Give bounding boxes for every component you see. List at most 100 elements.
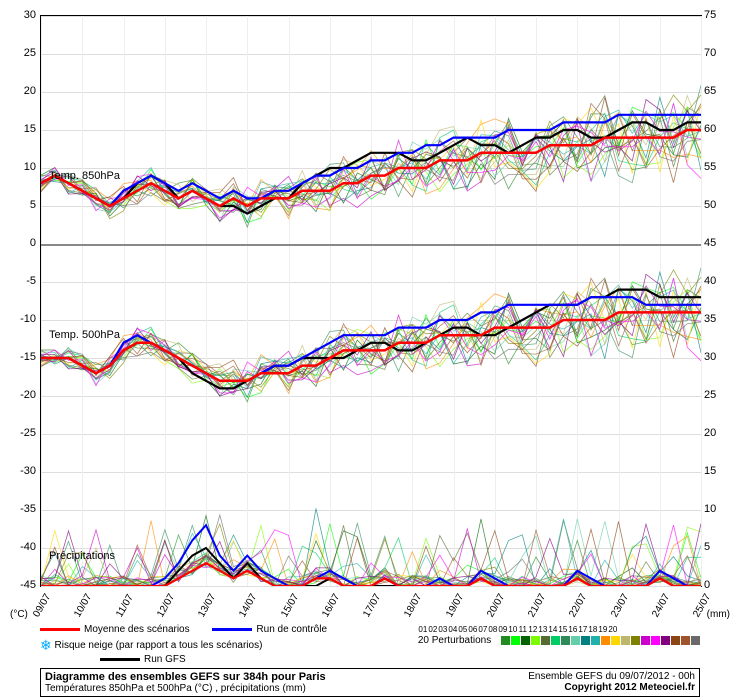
y-right-tick: 75	[704, 9, 732, 21]
y-left-tick: 20	[8, 85, 36, 97]
x-tick: 19/07	[444, 592, 466, 619]
perturbation-swatch	[631, 636, 640, 645]
ensemble-chart: Temp. 850hPa Temp. 500hPa Précipitations…	[0, 0, 740, 700]
perturbation-swatch	[581, 636, 590, 645]
legend-control: Run de contrôle	[212, 624, 327, 635]
legend-control-label: Run de contrôle	[256, 624, 327, 635]
y-left-tick: -20	[8, 389, 36, 401]
legend-mean: Moyenne des scénarios	[40, 624, 190, 635]
y-right-tick: 55	[704, 161, 732, 173]
y-left-tick: 10	[8, 161, 36, 173]
legend-pert-label: 20 Perturbations	[418, 635, 491, 646]
y-left-unit: (°C)	[10, 609, 28, 620]
x-tick: 09/07	[31, 592, 53, 619]
perturbation-swatch	[691, 636, 700, 645]
x-tick: 13/07	[196, 592, 218, 619]
perturbation-number: 07	[478, 625, 488, 634]
section-label-precip: Précipitations	[49, 550, 115, 562]
perturbation-number: 03	[438, 625, 448, 634]
perturbation-swatch	[521, 636, 530, 645]
y-right-tick: 15	[704, 465, 732, 477]
y-left-tick: -35	[8, 503, 36, 515]
snowflake-icon: ❄	[40, 637, 52, 653]
x-tick: 20/07	[485, 592, 507, 619]
perturbation-number: 10	[508, 625, 518, 634]
perturbation-number: 16	[568, 625, 578, 634]
perturbation-swatch	[621, 636, 630, 645]
perturbation-swatch	[651, 636, 660, 645]
perturbation-swatch	[601, 636, 610, 645]
perturbation-number: 01	[418, 625, 428, 634]
y-right-tick: 10	[704, 503, 732, 515]
footer-subtitle: Températures 850hPa et 500hPa (°C) , pré…	[45, 683, 326, 694]
legend-mean-label: Moyenne des scénarios	[84, 624, 190, 635]
legend-snow-label: Risque neige (par rapport a tous les scé…	[55, 640, 263, 651]
y-right-tick: 0	[704, 579, 732, 591]
x-tick: 11/07	[114, 593, 136, 620]
legend-gfs-label: Run GFS	[144, 654, 186, 665]
section-label-500: Temp. 500hPa	[49, 329, 120, 341]
y-left-tick: 5	[8, 199, 36, 211]
y-left-tick: 30	[8, 9, 36, 21]
x-tick: 21/07	[526, 592, 548, 619]
y-left-tick: -45	[8, 579, 36, 591]
perturbation-swatch	[591, 636, 600, 645]
perturbation-number: 14	[548, 625, 558, 634]
perturbation-swatch	[541, 636, 550, 645]
footer-copyright: Copyright 2012 Meteociel.fr	[528, 682, 695, 693]
perturbation-swatch	[681, 636, 690, 645]
perturbation-swatch	[661, 636, 670, 645]
x-tick: 10/07	[72, 592, 94, 619]
perturbation-number: 02	[428, 625, 438, 634]
perturbation-number: 13	[538, 625, 548, 634]
x-tick: 18/07	[402, 592, 424, 619]
y-right-tick: 5	[704, 541, 732, 553]
plot-area: Temp. 850hPa Temp. 500hPa Précipitations	[40, 15, 702, 587]
perturbation-number: 08	[488, 625, 498, 634]
footer-title: Diagramme des ensembles GEFS sur 384h po…	[45, 671, 326, 683]
perturbation-swatch	[571, 636, 580, 645]
y-right-tick: 50	[704, 199, 732, 211]
perturbation-swatch	[561, 636, 570, 645]
y-right-tick: 70	[704, 47, 732, 59]
y-right-tick: 20	[704, 427, 732, 439]
perturbation-swatch	[611, 636, 620, 645]
y-right-tick: 40	[704, 275, 732, 287]
perturbation-number: 19	[598, 625, 608, 634]
x-tick: 16/07	[320, 592, 342, 619]
perturbation-number: 15	[558, 625, 568, 634]
perturbation-number: 04	[448, 625, 458, 634]
perturbation-number: 17	[578, 625, 588, 634]
perturbation-swatch	[531, 636, 540, 645]
y-right-tick: 60	[704, 123, 732, 135]
x-tick: 24/07	[650, 592, 672, 619]
y-left-tick: -40	[8, 541, 36, 553]
x-tick: 22/07	[567, 592, 589, 619]
perturbation-number: 09	[498, 625, 508, 634]
perturbation-number: 18	[588, 625, 598, 634]
x-tick: 14/07	[237, 592, 259, 619]
perturbation-number: 06	[468, 625, 478, 634]
chart-lines	[41, 16, 701, 586]
y-left-tick: -5	[8, 275, 36, 287]
perturbation-swatch	[641, 636, 650, 645]
x-tick: 15/07	[279, 592, 301, 619]
y-right-tick: 30	[704, 351, 732, 363]
y-left-tick: -25	[8, 427, 36, 439]
y-right-tick: 45	[704, 237, 732, 249]
legend-snow: ❄ Risque neige (par rapport a tous les s…	[40, 637, 262, 654]
section-label-850: Temp. 850hPa	[49, 170, 120, 182]
y-right-tick: 25	[704, 389, 732, 401]
perturbation-number: 05	[458, 625, 468, 634]
x-tick: 12/07	[155, 592, 177, 619]
footer-run-info: Ensemble GEFS du 09/07/2012 - 00h	[528, 671, 695, 682]
perturbation-swatch	[511, 636, 520, 645]
y-right-tick: 35	[704, 313, 732, 325]
y-left-tick: -15	[8, 351, 36, 363]
zero-line	[41, 244, 701, 246]
y-right-tick: 65	[704, 85, 732, 97]
y-left-tick: 0	[8, 237, 36, 249]
y-left-tick: 15	[8, 123, 36, 135]
y-right-unit: (mm)	[707, 609, 730, 620]
perturbation-number: 20	[608, 625, 618, 634]
